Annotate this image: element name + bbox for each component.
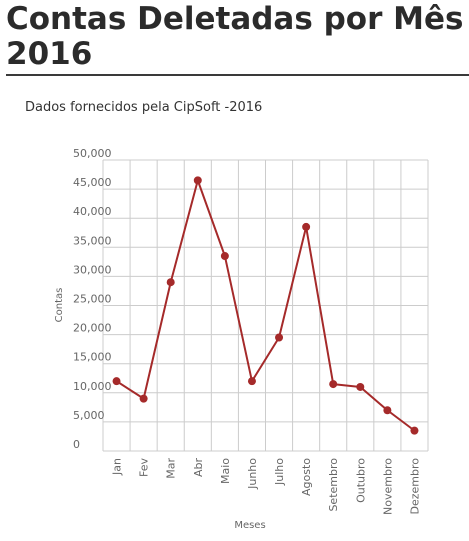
x-tick-label: Junho — [246, 458, 259, 490]
x-tick-label: Dezembro — [408, 458, 421, 515]
data-point — [329, 380, 338, 389]
data-point — [383, 406, 392, 415]
x-tick-label: Abr — [192, 458, 205, 478]
y-tick-label: 0 — [73, 438, 80, 451]
y-tick-label: 50,000 — [73, 147, 112, 160]
data-point — [356, 382, 365, 391]
data-point — [139, 394, 148, 403]
data-point — [302, 222, 311, 231]
y-axis-label: Contas — [54, 288, 65, 323]
series-line-group — [115, 179, 416, 432]
y-tick-label: 45,000 — [73, 176, 112, 189]
data-point — [275, 333, 284, 342]
data-point — [220, 252, 229, 261]
y-axis-ticks: 0 5,000 10,000 15,000 20,000 25,000 30,000 35,0… — [73, 147, 112, 451]
y-tick-label: 35,000 — [73, 234, 112, 247]
y-tick-label: 20,000 — [73, 322, 112, 335]
data-point — [247, 377, 256, 386]
y-tick-label: 30,000 — [73, 263, 112, 276]
x-tick-label: Agosto — [300, 458, 313, 496]
data-points — [112, 176, 419, 435]
chart-subtitle: Dados fornecidos pela CipSoft -2016 — [25, 100, 263, 115]
y-tick-label: 10,000 — [73, 380, 112, 393]
data-point — [112, 377, 121, 386]
y-tick-label: 25,000 — [73, 293, 112, 306]
grid-lines — [102, 159, 429, 452]
y-tick-label: 15,000 — [73, 351, 112, 364]
x-tick-label: Julho — [273, 458, 286, 486]
x-tick-label: Setembro — [327, 458, 340, 512]
y-tick-label: 5,000 — [73, 409, 105, 422]
x-tick-label: Jan — [111, 458, 124, 476]
x-tick-label: Fev — [138, 458, 151, 477]
page-title: Contas Deletadas por Mês 2016 — [6, 1, 464, 72]
x-axis-ticks: Jan Fev Mar Abr Maio Junho Julho Agosto Setembro… — [111, 458, 422, 515]
x-tick-label: Novembro — [381, 458, 394, 515]
data-point — [193, 176, 202, 185]
data-point — [410, 426, 419, 435]
series-line — [115, 179, 416, 432]
x-tick-label: Maio — [219, 458, 232, 484]
x-tick-label: Outubro — [354, 458, 367, 503]
y-tick-label: 40,000 — [73, 205, 112, 218]
title-divider — [6, 74, 469, 76]
x-tick-label: Mar — [165, 458, 178, 479]
x-axis-label: Meses — [234, 520, 265, 531]
data-point — [166, 278, 175, 287]
